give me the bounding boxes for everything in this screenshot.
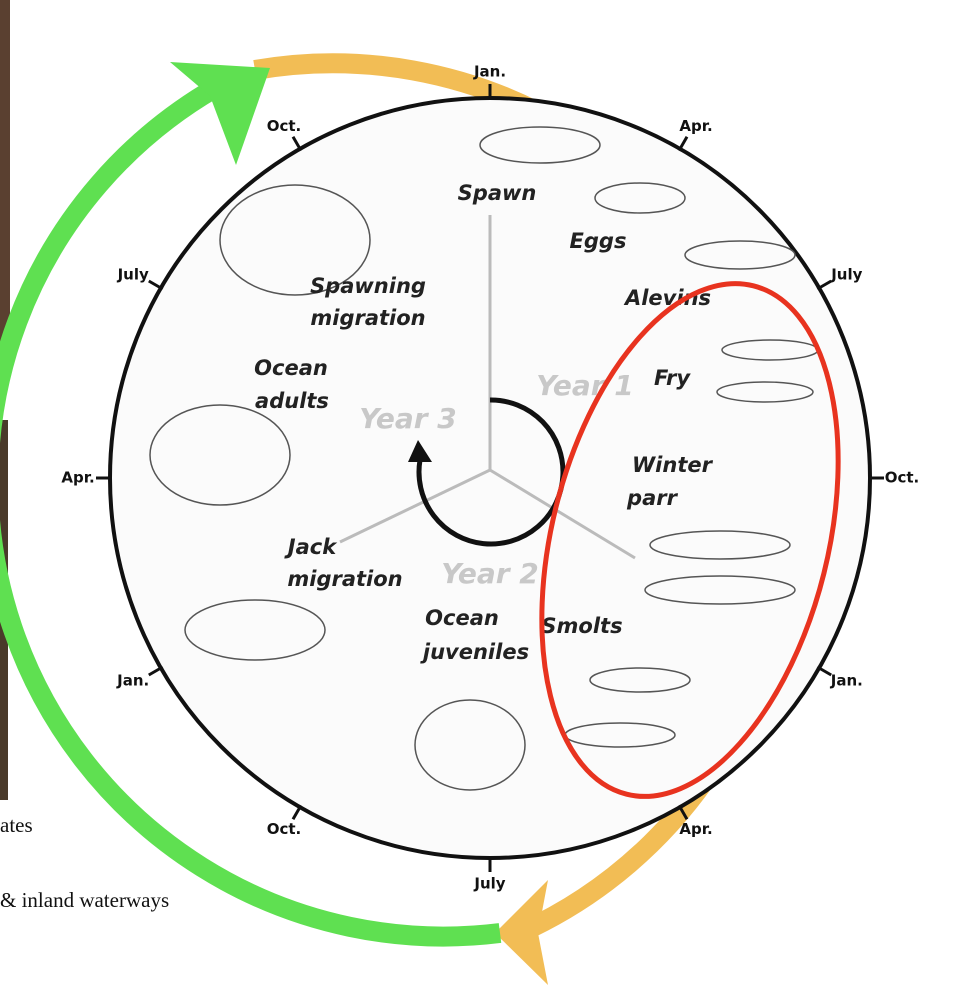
stage-label: Spawn (458, 181, 537, 205)
month-label: Oct. (885, 469, 920, 487)
spoke (489, 468, 636, 560)
spoke (339, 468, 491, 544)
footer-text: & inland waterways (0, 888, 169, 912)
stage-label: Ocean (254, 356, 328, 380)
month-label: Apr. (61, 469, 94, 487)
highlight-ellipse (539, 281, 841, 799)
orange-arrowhead (495, 880, 548, 985)
cycle-circle (108, 96, 872, 860)
photo-edge (0, 0, 10, 360)
month-tick (148, 279, 164, 291)
footer-text: ates (0, 813, 33, 837)
month-label: July (473, 875, 505, 893)
month-label: July (117, 266, 149, 284)
month-tick (291, 136, 303, 152)
inner-arrowhead (408, 440, 432, 462)
month-label: Jan. (830, 672, 863, 690)
stage-label: Eggs (570, 229, 627, 253)
stage-label: adults (255, 389, 329, 413)
green-arc (0, 79, 502, 947)
month-label: Jan. (473, 63, 506, 81)
month-label: Apr. (679, 820, 712, 838)
month-label: Oct. (267, 820, 302, 838)
stage-label: Ocean (425, 606, 499, 630)
stage-label: migration (287, 567, 402, 591)
stage-label: parr (626, 486, 679, 510)
month-tick (816, 279, 832, 291)
stage-label: juveniles (420, 640, 529, 664)
stage-label: Alevins (623, 286, 711, 310)
stage-label: migration (310, 306, 425, 330)
month-label: Apr. (679, 117, 712, 135)
stage-label: Fry (654, 366, 691, 390)
month-label: Jan. (116, 672, 149, 690)
month-tick (291, 804, 303, 820)
month-tick (677, 804, 689, 820)
year-label: Year 3 (359, 402, 457, 435)
year-label: Year 2 (441, 557, 539, 590)
green-arrowhead (170, 62, 270, 165)
stage-label: Spawning (310, 274, 426, 298)
stage-label: Winter (632, 453, 714, 477)
stage-label: Smolts (541, 614, 622, 638)
inner-arrow (416, 397, 566, 547)
sketches (149, 126, 819, 791)
month-tick (677, 136, 689, 152)
month-tick (148, 665, 164, 677)
year-label: Year 1 (536, 369, 634, 402)
stage-label: Jack (284, 535, 338, 559)
month-label: July (830, 266, 862, 284)
month-tick (816, 665, 832, 677)
month-label: Oct. (267, 117, 302, 135)
